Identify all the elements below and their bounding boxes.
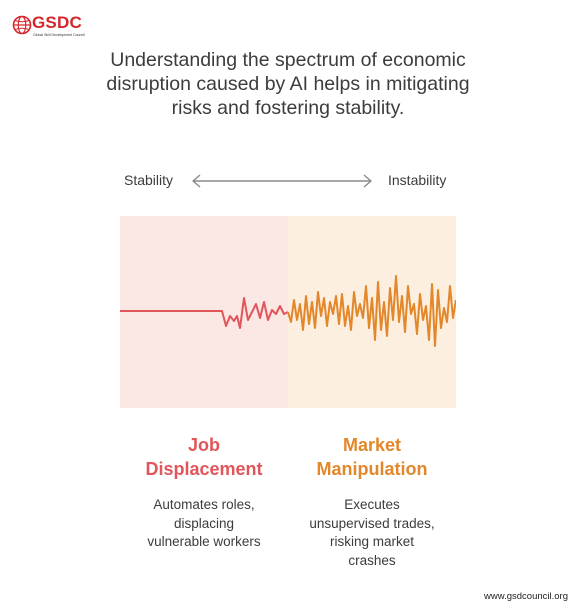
job-displacement-title: Job Displacement (120, 433, 288, 481)
description-line: vulnerable workers (147, 534, 261, 549)
title-line: Manipulation (316, 459, 428, 479)
stability-label: Stability (124, 172, 174, 188)
headline: Understanding the spectrum of economic d… (60, 48, 516, 120)
globe-icon (12, 15, 32, 35)
headline-line: risks and fostering stability. (171, 97, 405, 119)
volatility-waveform (120, 275, 456, 347)
headline-line: Understanding the spectrum of economic (110, 49, 466, 71)
description-line: Executes (344, 497, 400, 512)
title-line: Displacement (145, 459, 263, 479)
description-line: risking market (329, 534, 415, 549)
title-line: Job (187, 435, 220, 455)
stable-waveform-line (120, 297, 289, 329)
description-line: Automates roles, (153, 497, 255, 512)
headline-line: disruption caused by AI helps in mitigat… (106, 73, 470, 95)
instability-label: Instability (388, 172, 447, 188)
double-arrow-icon (192, 174, 372, 188)
footer-url[interactable]: www.gsdcouncil.org (484, 591, 568, 602)
volatile-waveform-line (287, 275, 456, 347)
title-line: Market (342, 435, 402, 455)
market-manipulation-description: Executes unsupervised trades, risking ma… (288, 496, 456, 570)
brand-tagline: Global Skill Development Council (33, 33, 85, 37)
market-manipulation-title: Market Manipulation (274, 433, 470, 481)
description-line: unsupervised trades, (309, 515, 435, 531)
gsdc-logo: GSDC Global Skill Development Council (12, 12, 92, 38)
description-line: displacing (173, 515, 235, 531)
job-displacement-description: Automates roles, displacing vulnerable w… (120, 496, 288, 552)
brand-name: GSDC (32, 13, 82, 32)
description-line: crashes (348, 552, 396, 568)
